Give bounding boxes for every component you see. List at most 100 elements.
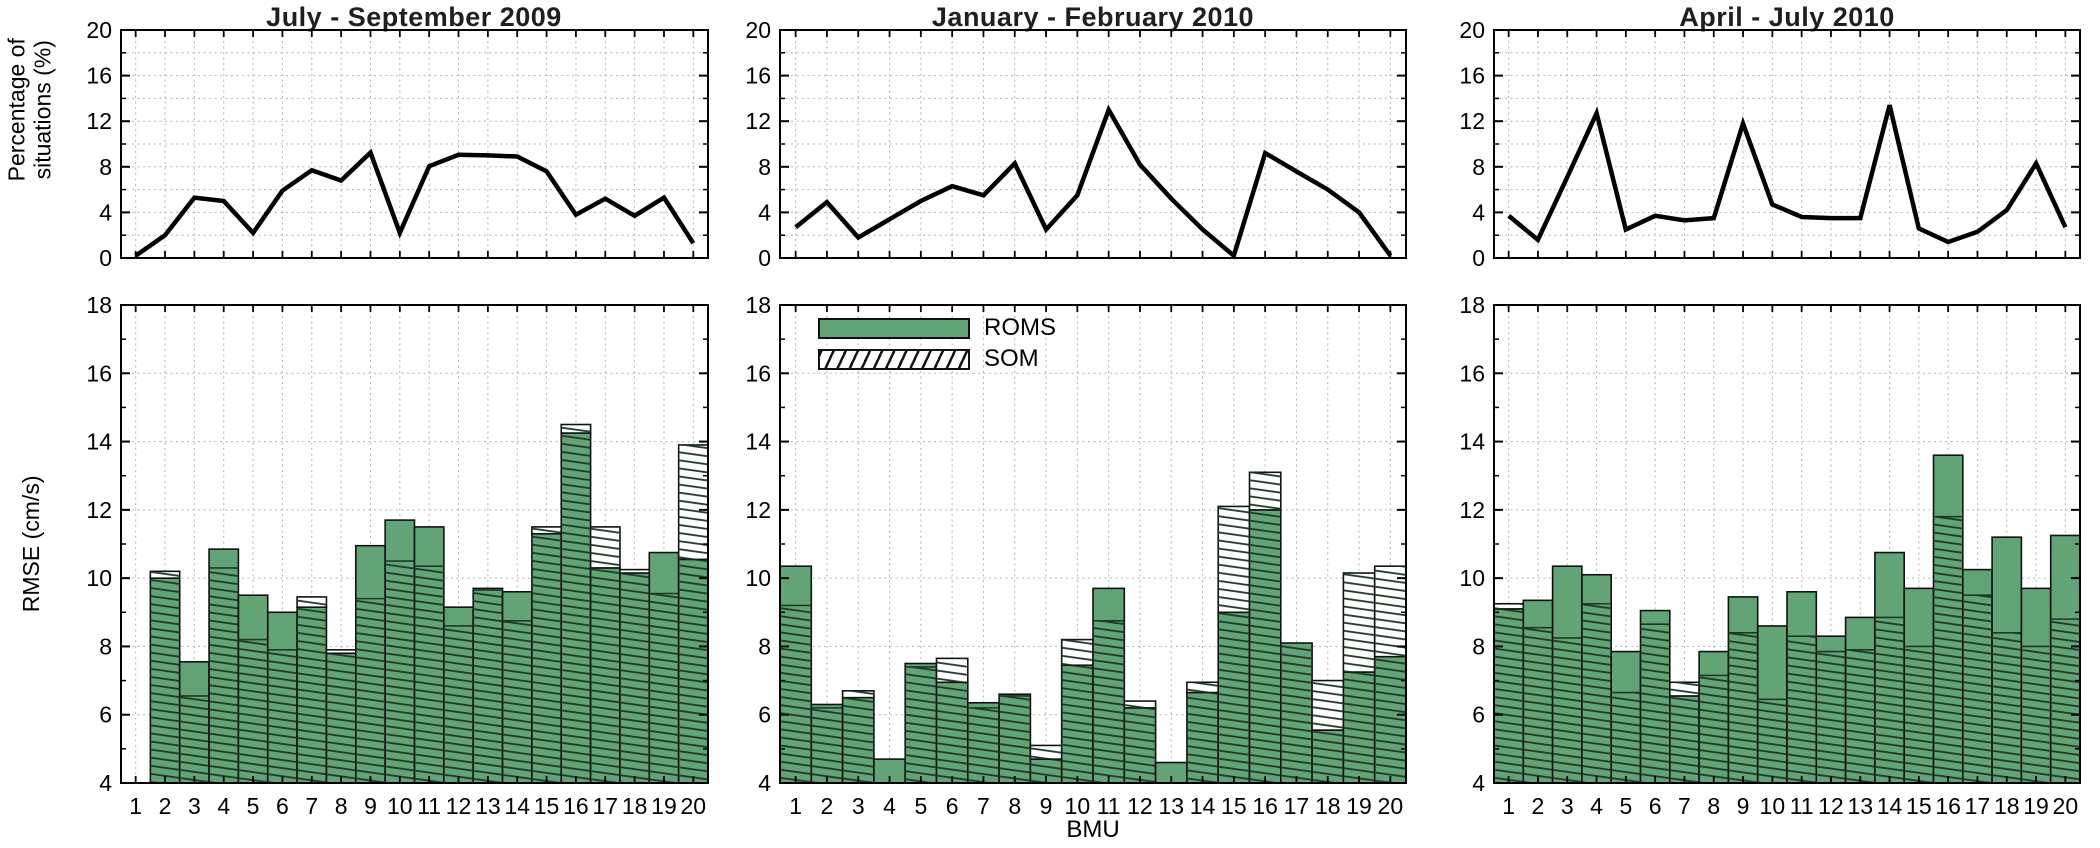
tick-label: 12 bbox=[1127, 793, 1153, 819]
som-hatch-overlay bbox=[414, 566, 444, 783]
tick-label: 19 bbox=[1346, 793, 1372, 819]
som-hatch-overlay bbox=[1186, 692, 1219, 783]
som-hatch-overlay bbox=[936, 682, 968, 783]
tick-label: 20 bbox=[2053, 793, 2079, 819]
tick-label: 19 bbox=[651, 793, 677, 819]
tick-label: 15 bbox=[1221, 793, 1247, 819]
tick-label: 10 bbox=[1065, 793, 1091, 819]
tick-label: 12 bbox=[745, 497, 771, 523]
legend: ROMS SOM bbox=[818, 314, 1056, 379]
som-hatch-overlay bbox=[1030, 759, 1062, 783]
som-hatch-overlay bbox=[905, 666, 937, 783]
tick-label: 13 bbox=[1158, 793, 1184, 819]
tick-label: 3 bbox=[852, 793, 865, 819]
legend-row-roms: ROMS bbox=[818, 314, 1056, 341]
tick-label: 2 bbox=[821, 793, 834, 819]
tick-label: 12 bbox=[745, 108, 771, 134]
som-hatch-overlay bbox=[1124, 707, 1156, 783]
som-bar-excess-hatch bbox=[1249, 472, 1281, 510]
som-hatch-overlay bbox=[1552, 637, 1582, 783]
tick-label: 2 bbox=[1532, 793, 1545, 819]
axes: 0 4 8 12 16 20 bbox=[1459, 17, 2081, 271]
tick-label: 8 bbox=[99, 633, 112, 659]
bar-bmu-14 bbox=[501, 590, 533, 784]
tick-label: 16 bbox=[86, 63, 112, 89]
legend-roms-label: ROMS bbox=[984, 314, 1056, 341]
som-hatch-overlay bbox=[1374, 656, 1406, 783]
tick-label: 8 bbox=[758, 154, 771, 180]
tick-label: 1 bbox=[129, 793, 142, 819]
som-hatch-overlay bbox=[649, 593, 679, 783]
som-hatch-overlay bbox=[1874, 617, 1905, 783]
tick-label: 4 bbox=[1590, 793, 1603, 819]
tick-label: 12 bbox=[446, 793, 472, 819]
tick-label: 18 bbox=[1315, 793, 1341, 819]
gridlines bbox=[121, 30, 708, 258]
tick-label: 18 bbox=[1994, 793, 2020, 819]
som-bar-excess-hatch bbox=[1061, 639, 1093, 666]
bar-bmu-19 bbox=[648, 551, 680, 784]
som-hatch-overlay bbox=[1757, 699, 1787, 783]
tick-label: 19 bbox=[2023, 793, 2049, 819]
som-hatch-overlay bbox=[1061, 665, 1093, 783]
som-hatch-overlay bbox=[502, 620, 532, 783]
som-hatch-overlay bbox=[267, 649, 298, 783]
tick-label: 5 bbox=[1619, 793, 1632, 819]
bar-bmu-1 bbox=[779, 565, 813, 784]
som-hatch-overlay bbox=[1581, 603, 1612, 783]
line-chart-january-february-2010: 0 4 8 12 16 20 bbox=[745, 17, 1407, 271]
tick-label: 12 bbox=[1459, 497, 1485, 523]
som-bar-excess-hatch bbox=[936, 658, 968, 683]
bar-bmu-17 bbox=[1961, 568, 1993, 784]
som-bar-excess-hatch bbox=[1312, 680, 1344, 731]
tick-label: 8 bbox=[1472, 633, 1485, 659]
bar-bmu-5 bbox=[1610, 650, 1642, 784]
bar-bmu-9 bbox=[1029, 744, 1063, 784]
tick-label: 0 bbox=[99, 245, 112, 271]
tick-label: 18 bbox=[86, 292, 112, 318]
som-bar-excess-hatch bbox=[1030, 745, 1062, 760]
axes: 0 4 8 12 16 20 bbox=[745, 17, 1407, 271]
bar-bmu-7 bbox=[296, 596, 328, 784]
som-hatch-overlay bbox=[1523, 627, 1553, 783]
tick-label: 11 bbox=[417, 793, 441, 819]
tick-label: 1 bbox=[789, 793, 802, 819]
tick-label: 20 bbox=[745, 17, 771, 43]
tick-label: 12 bbox=[86, 108, 112, 134]
som-hatch-overlay bbox=[1280, 643, 1313, 783]
som-hatch-overlay bbox=[209, 567, 239, 783]
tick-label: 8 bbox=[1707, 793, 1720, 819]
som-hatch-overlay bbox=[297, 607, 327, 783]
bar-bmu-17 bbox=[589, 526, 621, 784]
tick-label: 3 bbox=[188, 793, 201, 819]
som-hatch-overlay bbox=[473, 590, 503, 783]
som-bar-excess-hatch bbox=[1374, 566, 1406, 657]
tick-label: 10 bbox=[1760, 793, 1786, 819]
bar-bmu-9 bbox=[1727, 596, 1759, 784]
tick-label: 18 bbox=[1459, 292, 1485, 318]
bar-bmu-5 bbox=[904, 662, 938, 784]
tick-label: 20 bbox=[86, 17, 112, 43]
bar-bmu-12 bbox=[443, 606, 475, 784]
tick-label: 15 bbox=[1906, 793, 1932, 819]
som-hatch-overlay bbox=[326, 653, 356, 783]
bar-bmu-5 bbox=[237, 594, 269, 784]
tick-label: 17 bbox=[592, 793, 618, 819]
bar-bmu-6 bbox=[266, 611, 298, 784]
som-hatch-overlay bbox=[1992, 632, 2022, 783]
som-hatch-overlay bbox=[1249, 509, 1281, 783]
som-hatch-overlay bbox=[1312, 730, 1344, 783]
som-hatch-overlay bbox=[443, 625, 474, 783]
tick-label: 8 bbox=[1008, 793, 1021, 819]
tick-label: 4 bbox=[758, 770, 771, 796]
som-hatch-overlay bbox=[238, 639, 268, 783]
bar-bmu-16 bbox=[1932, 454, 1964, 784]
tick-label: 7 bbox=[977, 793, 990, 819]
bar-bmu-15 bbox=[1217, 505, 1251, 784]
tick-label: 9 bbox=[1040, 793, 1053, 819]
bar-bmu-10 bbox=[1060, 638, 1094, 784]
